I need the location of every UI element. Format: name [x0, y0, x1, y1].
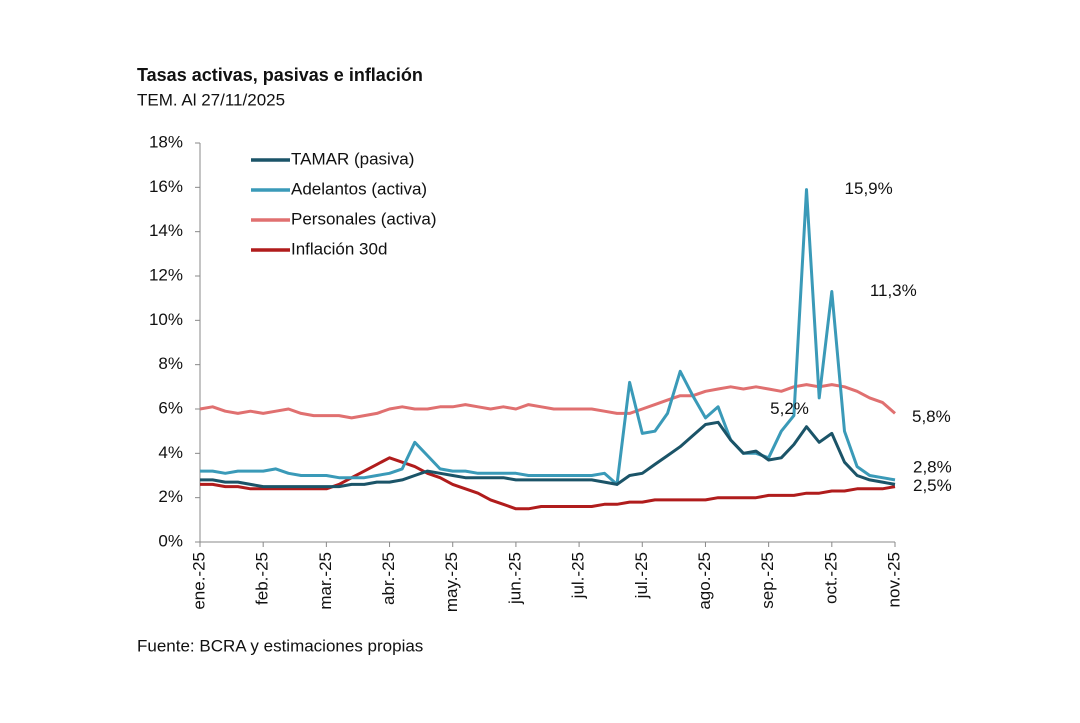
value-label: 2,8%	[913, 457, 952, 476]
x-tick-label: feb.-25	[253, 552, 272, 605]
x-tick-label: nov.-25	[884, 552, 903, 607]
legend-label: TAMAR (pasiva)	[291, 149, 414, 168]
x-tick-label: jun.-25	[505, 552, 524, 605]
x-tick-label: ene.-25	[189, 552, 208, 610]
series-line	[200, 456, 896, 511]
legend-label: Adelantos (activa)	[291, 179, 427, 198]
series-line	[199, 383, 896, 420]
y-tick-label: 8%	[158, 354, 183, 373]
value-label: 15,9%	[845, 179, 893, 198]
x-tick-label: mar.-25	[316, 552, 335, 610]
y-tick-label: 0%	[158, 531, 183, 550]
y-tick-label: 16%	[149, 177, 183, 196]
x-tick-label: ago.-25	[695, 552, 714, 610]
legend-label: Inflación 30d	[291, 239, 387, 258]
value-label: 5,2%	[770, 399, 809, 418]
y-tick-label: 4%	[158, 443, 183, 462]
y-tick-label: 2%	[158, 487, 183, 506]
y-tick-label: 18%	[149, 132, 183, 151]
x-tick-label: sep.-25	[758, 552, 777, 609]
legend-label: Personales (activa)	[291, 209, 437, 228]
chart-source: Fuente: BCRA y estimaciones propias	[137, 636, 423, 655]
chart-title: Tasas activas, pasivas e inflación	[137, 65, 423, 85]
value-label: 2,5%	[913, 476, 952, 495]
x-tick-label: abr.-25	[379, 552, 398, 605]
y-tick-label: 12%	[149, 265, 183, 284]
series-line	[200, 420, 896, 489]
value-label: 5,8%	[912, 407, 951, 426]
x-tick-label: jul.-25	[632, 552, 651, 599]
series-line	[200, 188, 896, 486]
y-tick-label: 14%	[149, 221, 183, 240]
y-tick-label: 6%	[158, 398, 183, 417]
x-tick-label: jul.-25	[569, 552, 588, 599]
x-tick-label: oct.-25	[821, 552, 840, 604]
chart-subtitle: TEM. Al 27/11/2025	[137, 90, 285, 109]
value-label: 11,3%	[870, 281, 917, 300]
y-tick-label: 10%	[149, 310, 183, 329]
x-tick-label: may.-25	[442, 552, 461, 612]
